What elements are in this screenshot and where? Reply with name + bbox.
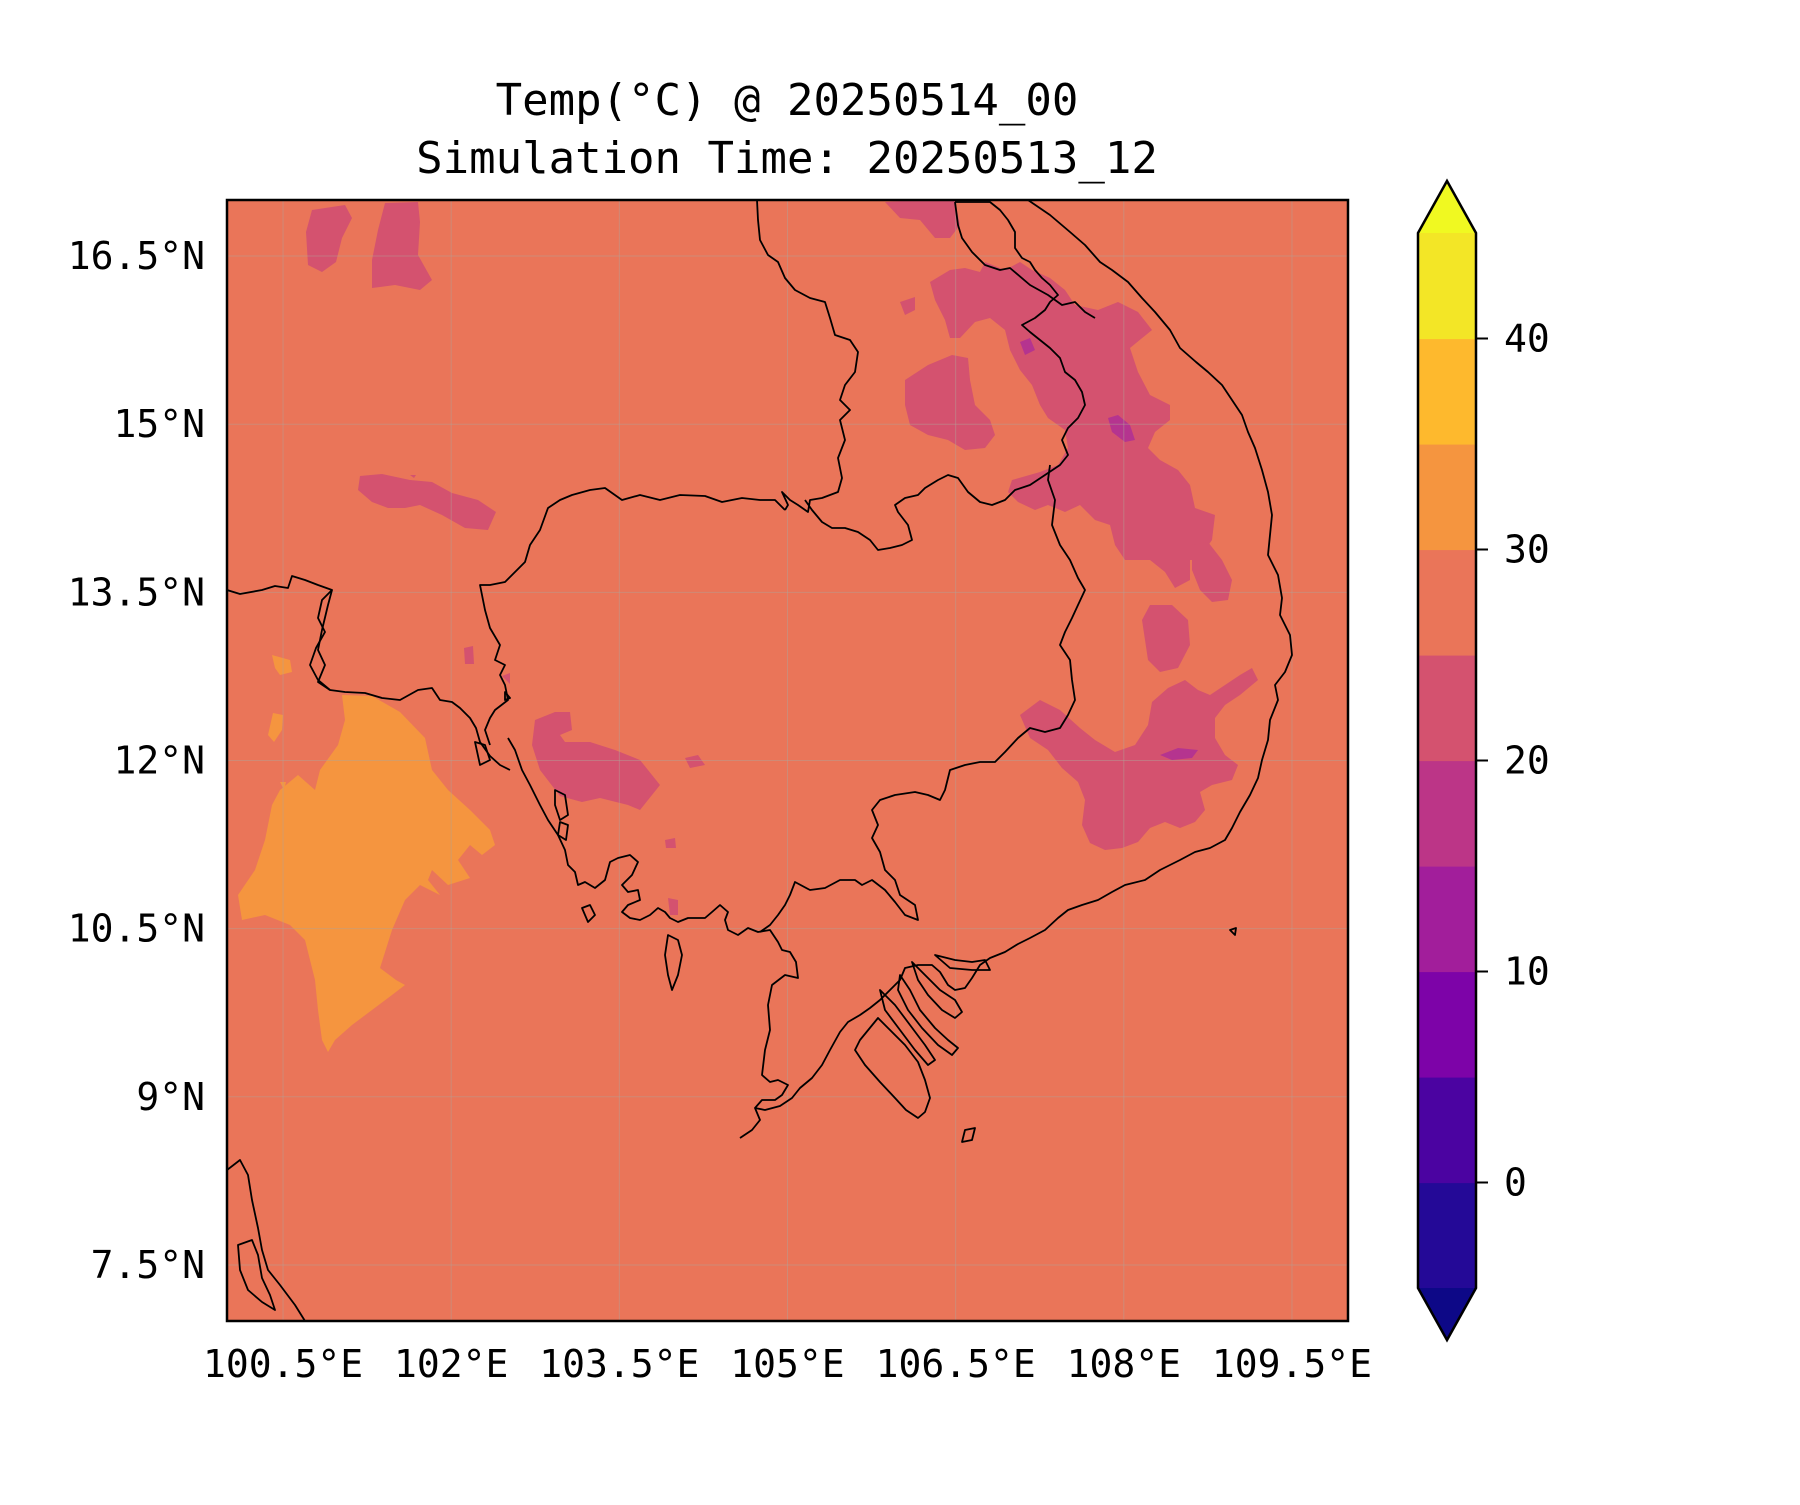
temp-region-20-25 xyxy=(905,355,995,450)
coastline-island xyxy=(237,1239,276,1311)
y-tick-label: 7.5°N xyxy=(91,1243,205,1287)
temp-region-20-25 xyxy=(502,673,510,684)
temp-region-30-35-small xyxy=(268,713,283,742)
x-tick-label: 103.5°E xyxy=(539,1342,699,1386)
colorbar-tick-label: 20 xyxy=(1504,739,1550,783)
temp-region-20-25 xyxy=(885,200,960,238)
y-tick-label: 16.5°N xyxy=(68,234,205,278)
temp-region-20-25 xyxy=(1020,668,1258,850)
temp-region-30-35-small xyxy=(280,782,286,790)
temp-region-20-25 xyxy=(410,475,416,478)
temp-region-20-25 xyxy=(685,755,705,768)
colorbar-bin xyxy=(1418,1077,1476,1184)
temp-region-20-25 xyxy=(665,838,676,848)
title-line-1: Temp(°C) @ 20250514_00 xyxy=(496,75,1079,126)
coastline-island xyxy=(961,1127,976,1143)
y-tick-label: 9°N xyxy=(136,1075,205,1119)
colorbar-bin xyxy=(1418,338,1476,445)
temp-region-20-25 xyxy=(358,474,496,530)
coastline-delta xyxy=(934,954,991,971)
x-axis-ticks: 100.5°E 102°E 103.5°E 105°E 106.5°E 108°E 109.… xyxy=(203,1342,1372,1386)
temp-region-20-25 xyxy=(532,712,660,810)
temp-region-20-25 xyxy=(668,898,678,915)
x-tick-label: 108°E xyxy=(1067,1342,1181,1386)
x-tick-label: 109.5°E xyxy=(1212,1342,1372,1386)
x-tick-label: 100.5°E xyxy=(203,1342,363,1386)
temp-region-15-20 xyxy=(1160,748,1198,760)
x-tick-label: 105°E xyxy=(730,1342,844,1386)
colorbar-bin xyxy=(1418,971,1476,1078)
colorbar-bin xyxy=(1418,760,1476,867)
temp-region-20-25 xyxy=(372,202,432,290)
temp-region-20-25 xyxy=(306,205,352,272)
colorbar-bin xyxy=(1418,233,1476,340)
temp-region-20-25 xyxy=(930,262,1215,588)
map-frame xyxy=(225,198,1350,1323)
temp-region-20-25 xyxy=(1142,605,1190,672)
border-thailand-myanmar xyxy=(309,589,333,691)
colorbar-extend-max xyxy=(1418,181,1476,233)
temp-region-20-25 xyxy=(900,297,915,315)
coastline-thailand-peninsula xyxy=(227,1159,306,1321)
y-tick-label: 10.5°N xyxy=(68,907,205,951)
border-cambodia-vietnam xyxy=(759,464,1086,933)
border-north xyxy=(954,201,1096,319)
map-axes: 100.5°E 102°E 103.5°E 105°E 106.5°E 108°E 109.… xyxy=(68,198,1372,1386)
temp-region-20-25 xyxy=(1192,542,1232,602)
coastline-island xyxy=(554,789,569,821)
colorbar-tick-label: 40 xyxy=(1504,317,1550,361)
colorbar-bin xyxy=(1418,866,1476,973)
temperature-fields xyxy=(238,200,1258,1052)
coastline-delta xyxy=(854,1017,931,1119)
title-line-2: Simulation Time: 20250513_12 xyxy=(416,133,1158,184)
coastline-island xyxy=(1229,927,1237,936)
coastline-island xyxy=(474,741,491,766)
border-laos-thailand xyxy=(756,200,859,513)
border-laos-cambodia xyxy=(804,201,1086,551)
colorbar-tick-label: 30 xyxy=(1504,528,1550,572)
colorbar: 0 10 20 30 40 xyxy=(1416,178,1550,1343)
colorbar-bin xyxy=(1418,444,1476,551)
map-gridlines xyxy=(227,200,1348,1321)
coastline-delta xyxy=(911,961,963,1019)
border-cambodia-thailand xyxy=(479,487,786,746)
y-tick-label: 15°N xyxy=(113,402,205,446)
temp-region-15-20 xyxy=(1108,415,1135,442)
coastlines-and-borders xyxy=(227,200,1293,1321)
coastline-thailand xyxy=(227,575,511,771)
temp-region-30-35-small xyxy=(272,655,292,675)
colorbar-bin xyxy=(1418,655,1476,762)
coastline-delta xyxy=(897,974,959,1056)
coastline-vietnam xyxy=(739,200,1293,1139)
colorbar-extend-min xyxy=(1418,1288,1476,1340)
coastline-cambodia-vietnam xyxy=(507,737,799,1109)
coastline-island xyxy=(557,821,569,841)
temp-region-15-20 xyxy=(1020,338,1035,355)
coastline-delta xyxy=(879,989,936,1066)
temp-region-20-25 xyxy=(464,646,474,664)
x-tick-label: 102°E xyxy=(394,1342,508,1386)
colorbar-tick-label: 0 xyxy=(1504,1161,1527,1205)
y-tick-label: 12°N xyxy=(113,739,205,783)
coastline-island xyxy=(581,904,596,923)
x-tick-label: 106.5°E xyxy=(876,1342,1036,1386)
y-tick-label: 13.5°N xyxy=(68,570,205,614)
colorbar-outline xyxy=(1416,178,1478,1343)
temp-region-30-35 xyxy=(238,695,495,1052)
colorbar-tick-label: 10 xyxy=(1504,950,1550,994)
colorbar-bin xyxy=(1418,549,1476,656)
coastline-island xyxy=(664,934,683,991)
y-axis-ticks: 16.5°N 15°N 13.5°N 12°N 10.5°N 9°N 7.5°N xyxy=(68,234,205,1287)
colorbar-bin xyxy=(1418,1182,1476,1289)
